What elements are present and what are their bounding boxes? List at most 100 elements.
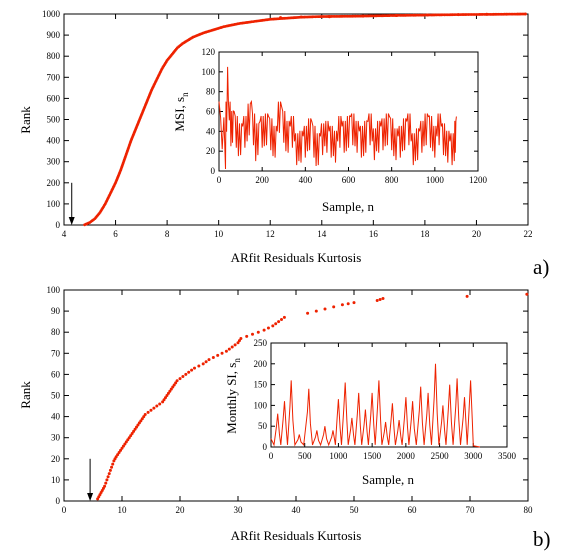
panel-b-data-point (168, 389, 172, 393)
panel-b-y-tick-label: 40 (51, 412, 61, 422)
panel-b-data-point (140, 417, 144, 421)
panel-b-data-point (352, 301, 356, 305)
panel-b-inset-x-tick-label: 0 (269, 451, 274, 461)
panel-b-data-point (155, 404, 159, 408)
panel-a-data-point (299, 15, 303, 19)
panel-b: 0 10 20 30 40 50 60 70 800102030405060708090100 … (18, 285, 551, 551)
panel-a-x-tick-label: 20 (472, 229, 482, 239)
panel-b-x-tick-label: 0 (62, 505, 67, 515)
panel-a-data-point (361, 14, 365, 18)
panel-b-y-tick-label: 50 (51, 391, 61, 401)
panel-b-data-point (306, 311, 310, 315)
panel-b-data-point (262, 328, 266, 332)
panel-b-data-point (166, 391, 170, 395)
panel-b-inset-frame (270, 342, 508, 448)
panel-b-inset-y-tick-label: 200 (254, 359, 268, 369)
panel-b-data-point (149, 408, 153, 412)
panel-b-x-tick-label: 80 (524, 505, 534, 515)
panel-b-y-tick-label: 100 (47, 285, 61, 295)
panel-b-data-point (204, 360, 208, 364)
panel-b-y-tick-label: 60 (51, 369, 61, 379)
panel-b-x-tick-label: 20 (176, 505, 186, 515)
panel-a-x-tick-label: 14 (317, 229, 327, 239)
panel-a-y-tick-label: 700 (47, 72, 61, 82)
panel-b-inset-y-label-sub: n (232, 358, 242, 363)
panel-a-data-point (395, 13, 399, 17)
panel-b-inset-x-tick-label: 2500 (431, 451, 450, 461)
panel-a-inset-x-tick-label: 0 (217, 175, 222, 185)
panel-b-x-tick-label: 30 (234, 505, 244, 515)
panel-a-arrow (68, 182, 75, 225)
panel-b-data-point (161, 400, 165, 404)
panel-b-data-point (340, 303, 344, 307)
panel-b-data-point (375, 299, 379, 303)
panel-b-data-point (465, 294, 469, 298)
panel-b-data-point (323, 307, 327, 311)
panel-b-data-point (187, 370, 191, 374)
panel-b-y-tick-label: 0 (56, 496, 61, 506)
panel-b-inset-ticks (270, 342, 508, 448)
panel-a-inset-y-axis-label: MSI, sn (172, 92, 190, 132)
panel-a-data-point (328, 15, 332, 19)
panel-b-data-point (274, 322, 278, 326)
panel-b-data-point (201, 362, 205, 366)
panel-a-y-tick-label: 800 (47, 51, 61, 61)
panel-a-inset-ticks (218, 51, 479, 172)
panel-b-y-axis-label: Rank (18, 381, 33, 409)
panel-b-inset-x-tick-label: 3000 (464, 451, 483, 461)
panel-a-x-tick-label: 4 (62, 229, 67, 239)
panel-a-inset-y-tick-label: 80 (206, 87, 216, 97)
panel-b-data-point (143, 412, 147, 416)
panel-a-inset-tick-labels: 0 200 400 600 800 1000 1200 0 20 40 60 80 100 120 (202, 47, 488, 185)
panel-b-data-point (152, 406, 156, 410)
panel-b-data-point (184, 372, 188, 376)
panel-a-data-point (485, 12, 489, 16)
panel-b-data-point (124, 440, 128, 444)
panel-b-data-point (256, 330, 260, 334)
panel-b-data-point (105, 478, 109, 482)
panel-b-inset-y-tick-label: 250 (254, 338, 268, 348)
panel-b-inset-background (266, 338, 510, 452)
panel-b-inset-y-tick-label: 50 (258, 421, 268, 431)
panel-b-data-point (271, 324, 275, 328)
panel-b-data-point (107, 472, 111, 476)
panel-b-inset-x-axis-label: Sample, n (362, 472, 414, 487)
panel-b-ticks (63, 289, 529, 502)
panel-a-x-tick-label: 16 (369, 229, 379, 239)
panel-b-data-point (237, 339, 241, 343)
panel-a-inset-x-tick-label: 1200 (469, 175, 488, 185)
panel-b-x-axis-label: ARfit Residuals Kurtosis (231, 528, 362, 543)
panel-b-inset-y-label-main: Monthly SI, s (224, 363, 239, 434)
panel-b-data-point (216, 353, 220, 357)
panel-b-data-point (282, 315, 286, 319)
panel-b-data-point (332, 305, 336, 309)
panel-a-inset-y-tick-label: 0 (211, 166, 216, 176)
panel-a-inset-y-tick-label: 20 (206, 146, 216, 156)
panel-b-data-point (165, 394, 169, 397)
panel-b-inset-x-tick-label: 2000 (397, 451, 416, 461)
panel-b-data-point (103, 484, 107, 488)
panel-b-data-point (193, 366, 196, 370)
panel-b-data-point (158, 402, 162, 406)
panel-b-y-tick-label: 90 (51, 306, 61, 316)
panel-b-data-point (280, 318, 283, 322)
panel-b-data-point (106, 475, 110, 479)
panel-a-inset-x-tick-label: 400 (299, 175, 313, 185)
panel-b-data-point (230, 345, 234, 349)
panel-b-data-point (130, 431, 134, 435)
panel-b-inset-y-tick-label: 0 (263, 442, 268, 452)
panel-a-inset-y-tick-label: 40 (206, 126, 216, 136)
panel-b-x-tick-label: 50 (350, 505, 360, 515)
panel-a-y-axis-label: Rank (18, 106, 33, 134)
panel-b-x-tick-label: 40 (292, 505, 302, 515)
panel-b-data-point (116, 453, 120, 457)
panel-b-data-point (110, 465, 114, 469)
panel-a-data-point (279, 16, 283, 20)
panel-a-data-points (83, 12, 527, 227)
panel-b-data-point (224, 349, 228, 353)
panel-b-data-point (127, 436, 131, 440)
panel-b-data-point (126, 438, 130, 442)
panel-b-arrow-head (87, 493, 94, 501)
panel-b-data-point (207, 358, 211, 362)
